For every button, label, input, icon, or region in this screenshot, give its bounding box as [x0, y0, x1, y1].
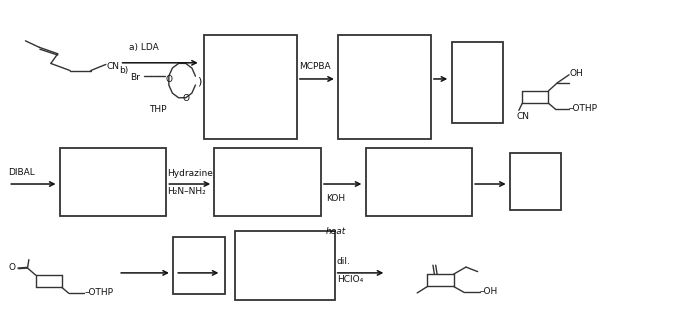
- Text: THP: THP: [149, 106, 167, 114]
- Text: CN: CN: [517, 112, 530, 121]
- Bar: [366, 148, 472, 216]
- Bar: [204, 35, 297, 139]
- Text: DIBAL: DIBAL: [8, 168, 35, 177]
- Text: dil.: dil.: [337, 257, 351, 266]
- Text: CN: CN: [106, 62, 119, 70]
- Text: MCPBA: MCPBA: [299, 62, 331, 71]
- Text: Br: Br: [130, 73, 141, 82]
- Bar: [338, 35, 431, 139]
- Text: OH: OH: [569, 69, 583, 78]
- Text: ): ): [197, 77, 201, 86]
- Text: –OTHP: –OTHP: [85, 288, 114, 297]
- Bar: [60, 148, 166, 216]
- Text: O: O: [8, 262, 15, 272]
- Text: heat: heat: [326, 227, 346, 236]
- Text: –OTHP: –OTHP: [569, 104, 598, 112]
- Text: a) LDA: a) LDA: [128, 43, 158, 52]
- Text: O: O: [166, 75, 172, 84]
- Bar: [173, 237, 225, 294]
- Text: Hydrazine: Hydrazine: [167, 169, 213, 178]
- Bar: [510, 153, 562, 210]
- Text: O: O: [182, 94, 189, 103]
- Text: b): b): [119, 66, 129, 75]
- Text: KOH: KOH: [326, 194, 346, 203]
- Text: HClO₄: HClO₄: [337, 274, 363, 284]
- Text: H₂N–NH₂: H₂N–NH₂: [167, 187, 206, 196]
- Bar: [451, 42, 503, 123]
- Bar: [215, 148, 321, 216]
- Text: –OH: –OH: [480, 287, 498, 296]
- Bar: [235, 231, 335, 300]
